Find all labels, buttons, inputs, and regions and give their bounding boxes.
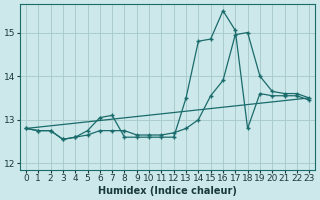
X-axis label: Humidex (Indice chaleur): Humidex (Indice chaleur) [98,186,237,196]
